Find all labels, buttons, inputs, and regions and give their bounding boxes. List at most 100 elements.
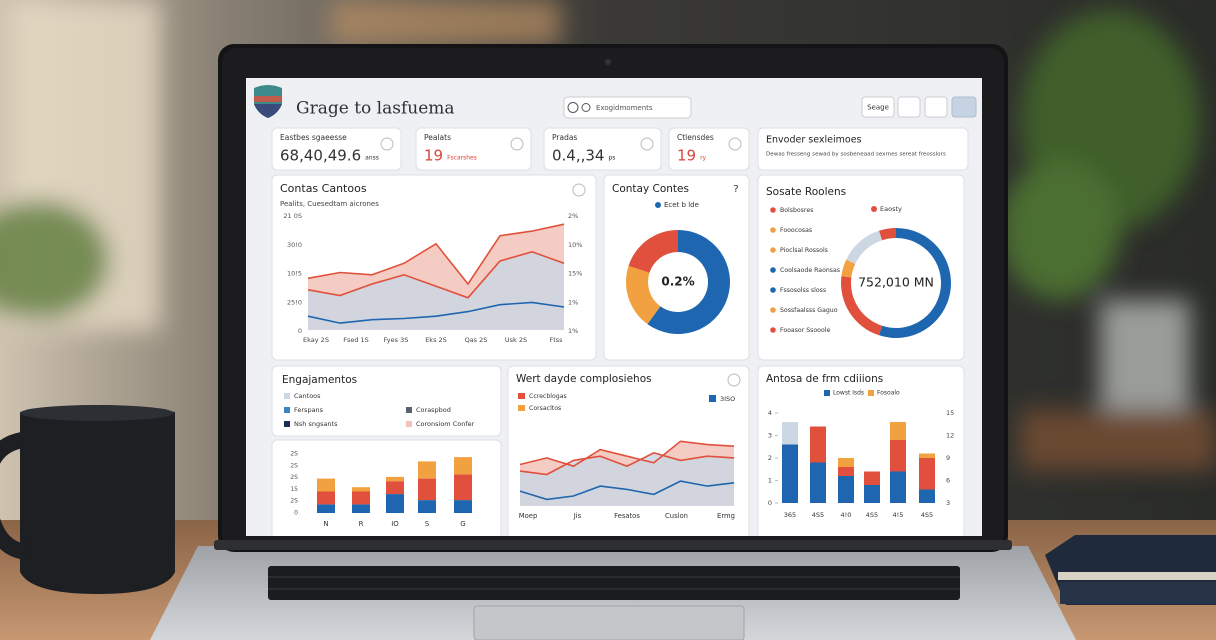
bar-segment bbox=[890, 440, 906, 472]
y-tick-label: 25!0 bbox=[287, 298, 302, 306]
icon-button[interactable] bbox=[924, 96, 948, 118]
legend-swatch bbox=[284, 407, 290, 413]
bar-segment bbox=[418, 478, 436, 501]
donut-center: 0.2% bbox=[661, 275, 694, 289]
button-label: Seage bbox=[867, 104, 889, 112]
kpi-unit: ry bbox=[700, 155, 706, 162]
panel-title: Wert dayde complosiehos bbox=[516, 373, 652, 385]
x-tick-label: S bbox=[425, 520, 430, 528]
icon-button[interactable] bbox=[727, 373, 741, 387]
x-tick-label: Fyes 3S bbox=[384, 336, 409, 344]
search-icon bbox=[567, 102, 579, 113]
x-tick-label: Jis bbox=[573, 512, 582, 520]
bar-segment bbox=[864, 471, 880, 485]
bar-segment bbox=[890, 471, 906, 503]
legend-swatch bbox=[406, 407, 412, 413]
bar-segment bbox=[454, 500, 472, 513]
icon-button[interactable] bbox=[572, 183, 586, 197]
kpi-label: Pealats bbox=[424, 133, 451, 142]
panel bbox=[757, 365, 965, 536]
y2-tick-label: 6 bbox=[946, 477, 950, 485]
y2-tick-label: 3 bbox=[946, 499, 950, 507]
bar-segment bbox=[352, 504, 370, 513]
y-tick-label: 0 bbox=[298, 327, 302, 335]
x-tick-label: Fsed 1S bbox=[343, 336, 369, 344]
legend-label: 3ISO bbox=[720, 395, 735, 403]
x-tick-label: Ekay 2S bbox=[303, 336, 329, 344]
y-tick-label: 30!0 bbox=[287, 241, 302, 249]
line bbox=[519, 452, 735, 476]
y-tick-label: 2S bbox=[290, 462, 298, 469]
x-tick-label: G bbox=[460, 520, 465, 528]
y2-tick-label: 15 bbox=[946, 409, 954, 417]
y-tick-label: 2S bbox=[290, 498, 298, 505]
legend-label: Coolsaode Raonsas bbox=[780, 267, 840, 274]
panel-title: Engajamentos bbox=[282, 374, 357, 386]
donut-center: 752,010 MN bbox=[858, 275, 934, 290]
icon-button[interactable] bbox=[640, 137, 654, 151]
x-tick-label: Moep bbox=[519, 512, 538, 520]
legend-swatch bbox=[770, 267, 776, 273]
y2-tick-label: 12 bbox=[946, 432, 954, 440]
legend-label: Ferspans bbox=[294, 406, 324, 414]
x-tick-label: Usk 2S bbox=[505, 336, 527, 344]
kpi-label: Ctlensdes bbox=[677, 133, 714, 142]
legend-swatch bbox=[770, 327, 776, 333]
legend-swatch bbox=[518, 393, 525, 399]
legend-swatch bbox=[284, 393, 290, 399]
legend-swatch bbox=[770, 307, 776, 313]
search-box[interactable] bbox=[563, 96, 692, 119]
button[interactable] bbox=[861, 96, 895, 118]
y-tick-label: 2S bbox=[290, 474, 298, 481]
line bbox=[307, 301, 565, 324]
bar-segment bbox=[352, 491, 370, 505]
y-tick-label: 4 bbox=[768, 409, 772, 417]
x-tick-label: Ftss bbox=[549, 336, 563, 344]
kpi-value: 19 bbox=[677, 147, 696, 165]
donut-segment bbox=[841, 259, 856, 278]
kpi-value: 19 bbox=[424, 147, 443, 165]
legend-label: Fosoalo bbox=[877, 390, 900, 397]
kpi-unit: anss bbox=[365, 155, 379, 162]
panel bbox=[757, 174, 965, 361]
legend-label: Lowst Isds bbox=[833, 390, 864, 397]
bar-segment bbox=[919, 458, 935, 490]
legend-label: Ecet b lde bbox=[664, 201, 699, 209]
x-tick-label: IO bbox=[391, 520, 399, 528]
area bbox=[308, 251, 564, 330]
panel bbox=[415, 127, 532, 171]
icon-button[interactable] bbox=[951, 96, 977, 118]
icon-button[interactable] bbox=[728, 137, 742, 151]
help-icon: ? bbox=[733, 184, 738, 195]
bar-segment bbox=[386, 481, 404, 495]
kpi-unit: Fscarshes bbox=[447, 155, 477, 162]
legend-label: Eaosty bbox=[880, 205, 902, 213]
x-tick-label: N bbox=[323, 520, 328, 528]
icon-button[interactable] bbox=[510, 137, 524, 151]
y2-tick-label: 9 bbox=[946, 454, 950, 462]
bar-segment bbox=[838, 458, 854, 467]
x-tick-label: Fesatos bbox=[614, 512, 640, 520]
legend-label: Fooocosas bbox=[780, 227, 812, 234]
donut-segment bbox=[628, 230, 678, 273]
x-tick-label: 4!5 bbox=[893, 511, 904, 519]
bar-segment bbox=[317, 491, 335, 505]
icon-button[interactable] bbox=[380, 137, 394, 151]
x-tick-label: 4S5 bbox=[812, 511, 824, 519]
icon-button[interactable] bbox=[897, 96, 921, 118]
line bbox=[307, 250, 565, 299]
legend-label: Ccrecblogas bbox=[529, 393, 567, 400]
bar-segment bbox=[810, 426, 826, 463]
bar-segment bbox=[454, 474, 472, 501]
panel bbox=[543, 127, 662, 171]
donut-segment bbox=[879, 228, 952, 338]
kpi-label: Pradas bbox=[552, 133, 577, 142]
bar-segment bbox=[418, 500, 436, 513]
bar-segment bbox=[418, 461, 436, 479]
bar-segment bbox=[890, 422, 906, 440]
y2-tick-label: 1% bbox=[568, 298, 578, 306]
legend-swatch bbox=[868, 390, 874, 396]
notice-text: Dewas fresseng sewad by sosbeneaad sexrn… bbox=[766, 152, 946, 158]
y-tick-label: 21 0S bbox=[283, 212, 302, 220]
